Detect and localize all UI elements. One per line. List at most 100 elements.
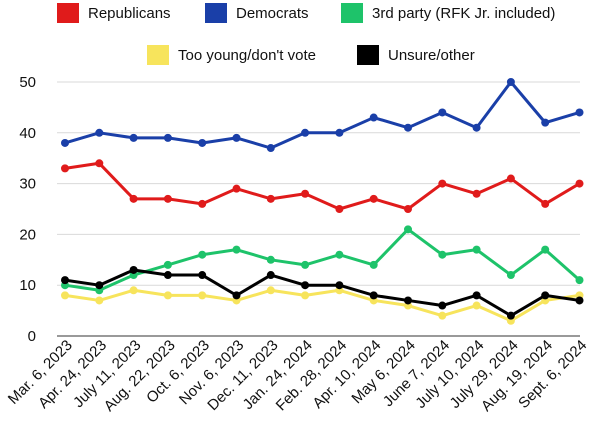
data-point [163, 260, 172, 269]
legend-item: Democrats [205, 3, 309, 23]
data-point [472, 245, 481, 254]
series-0 [61, 159, 584, 213]
data-point [335, 205, 344, 213]
legend-swatch [147, 45, 169, 65]
data-point [198, 138, 207, 147]
data-point [129, 286, 138, 295]
data-point [472, 189, 481, 198]
y-tick-label: 30 [19, 176, 36, 193]
data-point [232, 184, 241, 193]
series-1 [61, 78, 584, 153]
gridlines [57, 81, 580, 337]
data-point [369, 113, 378, 122]
data-point [404, 205, 412, 213]
data-point [541, 291, 550, 300]
data-point [369, 260, 378, 269]
data-point [232, 291, 241, 300]
data-point [163, 194, 172, 203]
data-point [438, 108, 447, 117]
data-point [232, 133, 241, 142]
legend-label: Too young/don't vote [178, 47, 316, 64]
y-tick-label: 40 [19, 125, 36, 142]
data-point [301, 189, 310, 198]
series-2 [61, 225, 584, 295]
series-line [64, 161, 581, 211]
data-point [61, 291, 69, 300]
data-point [266, 144, 275, 153]
data-point [198, 250, 207, 259]
data-point [472, 291, 481, 300]
legend-swatch [341, 3, 363, 23]
data-point [541, 199, 550, 208]
data-point [541, 245, 550, 254]
data-point [163, 133, 172, 142]
data-point [266, 255, 275, 264]
data-point [266, 271, 275, 280]
legend-swatch [205, 3, 227, 23]
legend-swatch [357, 45, 379, 65]
data-point [575, 108, 584, 117]
data-point [301, 291, 310, 300]
data-point [95, 296, 104, 305]
data-point [335, 128, 344, 137]
data-point [404, 296, 412, 305]
data-point [198, 271, 207, 280]
data-point [506, 311, 515, 320]
data-point [232, 245, 241, 254]
data-point [198, 291, 207, 300]
data-point [163, 291, 172, 300]
data-point [61, 164, 69, 173]
data-point [438, 250, 447, 259]
data-point [404, 225, 412, 234]
data-point [541, 118, 550, 127]
legend-label: 3rd party (RFK Jr. included) [372, 5, 555, 22]
data-point [163, 271, 172, 280]
series-line [64, 227, 581, 292]
data-point [301, 260, 310, 269]
y-tick-label: 50 [19, 74, 36, 91]
series-line [64, 288, 580, 323]
y-tick-label: 10 [19, 277, 36, 294]
series-line [64, 80, 580, 150]
data-point [438, 301, 447, 310]
data-point [575, 276, 584, 285]
data-point [95, 159, 104, 168]
data-point [198, 199, 207, 208]
y-tick-label: 20 [19, 226, 36, 243]
legend-item: Republicans [57, 3, 171, 23]
legend-item: Too young/don't vote [147, 45, 316, 65]
data-point [95, 281, 104, 290]
series-4 [61, 265, 584, 320]
legend-label: Unsure/other [388, 47, 475, 64]
data-point [575, 296, 584, 305]
data-point [301, 281, 310, 290]
data-point [129, 133, 138, 142]
data-point [335, 250, 344, 259]
data-point [506, 271, 515, 280]
data-point [129, 194, 138, 203]
data-point [506, 78, 515, 86]
data-point [438, 311, 447, 320]
data-point [266, 194, 275, 203]
data-point [266, 286, 275, 295]
data-point [61, 276, 69, 285]
data-point [369, 291, 378, 300]
y-axis-ticks: 0 10 20 30 40 50 [19, 74, 36, 345]
series-line [64, 268, 580, 318]
series-lines [61, 78, 584, 325]
data-point [472, 301, 481, 310]
legend-label: Democrats [236, 5, 309, 22]
data-point [404, 123, 412, 132]
data-point [506, 174, 515, 183]
legend-item: Unsure/other [357, 45, 475, 65]
data-point [95, 128, 104, 137]
data-point [335, 281, 344, 290]
data-point [129, 265, 138, 274]
data-point [438, 179, 447, 188]
data-point [61, 138, 69, 147]
y-tick-label: 0 [28, 328, 36, 345]
data-point [472, 123, 481, 132]
chart-legend: Republicans Democrats 3rd party (RFK Jr. i… [57, 3, 555, 65]
